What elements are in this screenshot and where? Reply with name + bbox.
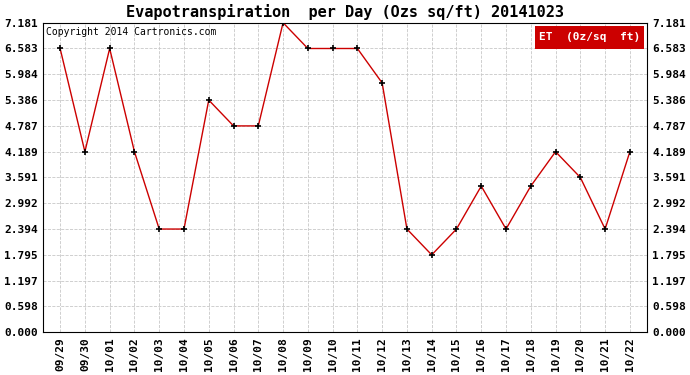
Text: Copyright 2014 Cartronics.com: Copyright 2014 Cartronics.com [46,27,216,38]
Title: Evapotranspiration  per Day (Ozs sq/ft) 20141023: Evapotranspiration per Day (Ozs sq/ft) 2… [126,4,564,20]
